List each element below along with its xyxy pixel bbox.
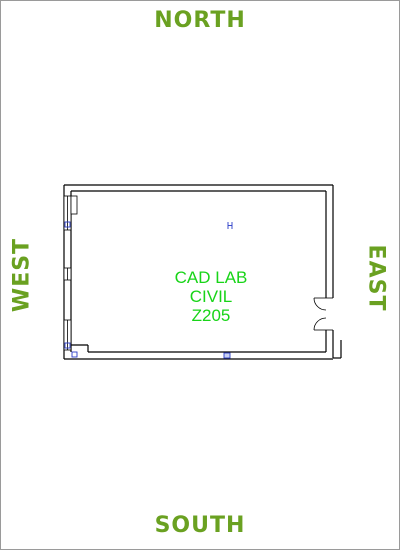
column-marker-icon xyxy=(71,351,78,358)
door-swing-2 xyxy=(313,317,327,331)
east-double-door xyxy=(313,297,333,331)
west-wall-cabinet xyxy=(70,195,78,215)
floor-outlet-icon xyxy=(223,352,231,359)
room-label: CAD LAB CIVIL Z205 xyxy=(151,268,271,325)
window-marker-icon xyxy=(64,221,71,228)
west-windows xyxy=(63,195,78,351)
fixture-markers xyxy=(64,221,233,359)
ceiling-fixture-icon xyxy=(227,222,233,229)
corner-marker-icon xyxy=(64,342,71,349)
room-name: CAD LAB xyxy=(174,268,248,287)
room-department: CIVIL xyxy=(189,287,233,306)
compass-south-label: SOUTH xyxy=(154,513,246,538)
door-swing-1 xyxy=(313,297,327,311)
compass-north-label: NORTH xyxy=(154,8,246,33)
room-number: Z205 xyxy=(191,306,231,325)
